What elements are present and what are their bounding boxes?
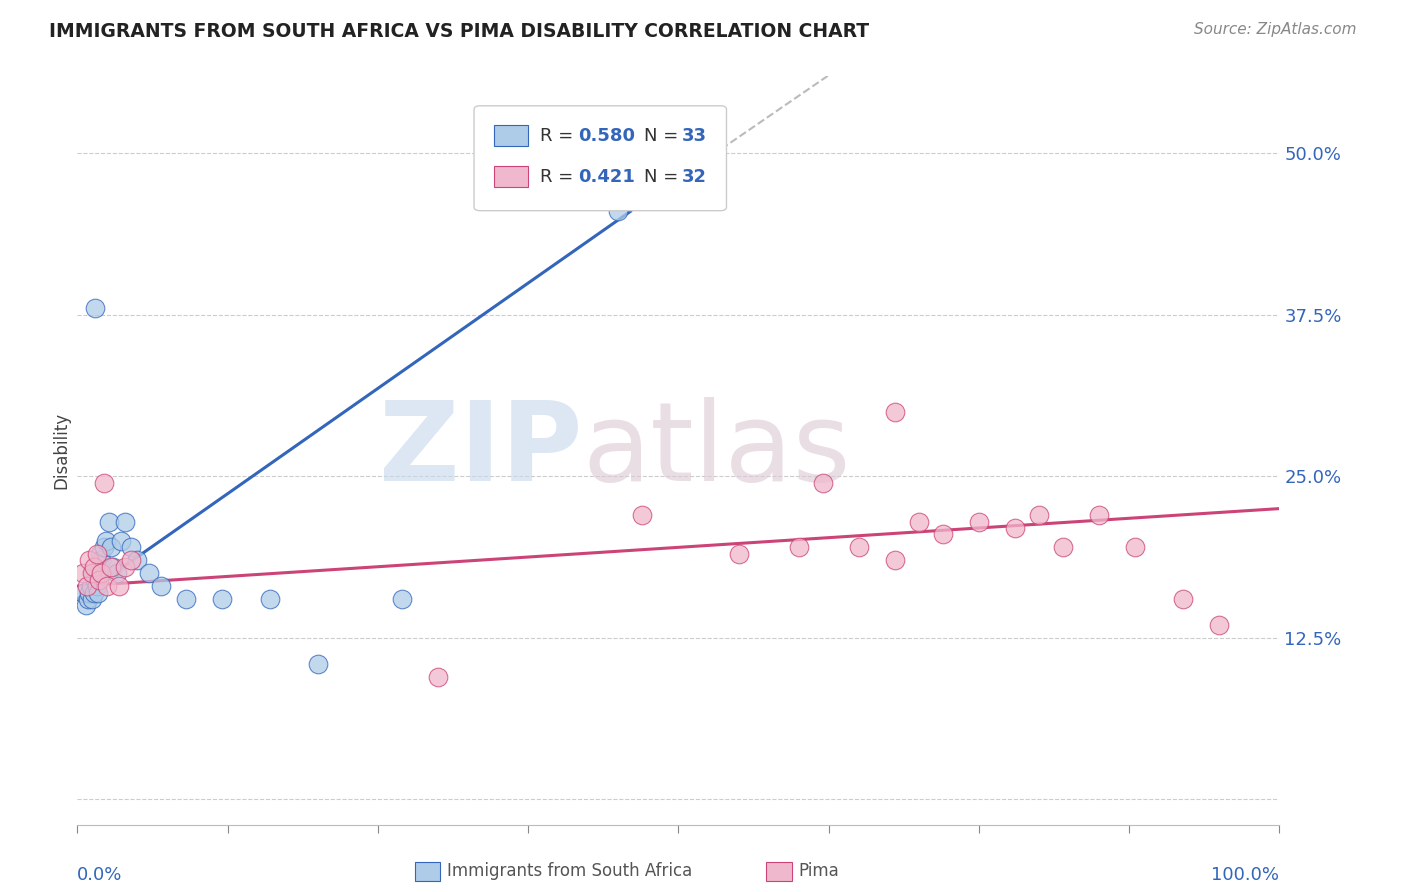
Text: 33: 33 <box>682 127 707 145</box>
Point <box>82 566 104 581</box>
Point <box>150 579 173 593</box>
Point <box>1028 508 1050 522</box>
Point <box>90 553 112 567</box>
Point <box>120 553 142 567</box>
Point <box>259 592 281 607</box>
Point <box>114 515 136 529</box>
Point <box>631 508 654 522</box>
Point <box>127 553 149 567</box>
Point <box>84 301 107 316</box>
Point <box>108 579 131 593</box>
Point <box>76 579 98 593</box>
Point <box>80 592 103 607</box>
Point <box>83 559 105 574</box>
Point <box>97 515 120 529</box>
Point <box>967 515 990 529</box>
Point <box>811 475 834 490</box>
Point <box>908 515 931 529</box>
Text: R =: R = <box>540 168 579 186</box>
Point <box>79 553 101 567</box>
Point <box>87 573 110 587</box>
Point <box>89 547 111 561</box>
Text: atlas: atlas <box>582 397 851 504</box>
Point <box>883 405 905 419</box>
Point <box>211 592 233 607</box>
Point <box>96 579 118 593</box>
Point <box>83 585 105 599</box>
Point <box>120 541 142 555</box>
Point <box>174 592 197 607</box>
Point <box>1173 592 1195 607</box>
Point <box>391 592 413 607</box>
Text: IMMIGRANTS FROM SOUTH AFRICA VS PIMA DISABILITY CORRELATION CHART: IMMIGRANTS FROM SOUTH AFRICA VS PIMA DIS… <box>49 22 869 41</box>
FancyBboxPatch shape <box>474 106 727 211</box>
Point <box>86 579 108 593</box>
Text: Source: ZipAtlas.com: Source: ZipAtlas.com <box>1194 22 1357 37</box>
Point <box>138 566 160 581</box>
Point <box>1052 541 1074 555</box>
Point <box>1208 618 1230 632</box>
Point <box>93 475 115 490</box>
Point <box>96 533 118 548</box>
Text: Pima: Pima <box>799 863 839 880</box>
FancyBboxPatch shape <box>495 167 529 187</box>
Point <box>114 559 136 574</box>
Text: 0.0%: 0.0% <box>77 866 122 884</box>
Point <box>427 669 450 683</box>
FancyBboxPatch shape <box>495 125 529 146</box>
Point <box>72 585 94 599</box>
Point <box>883 553 905 567</box>
Point <box>100 559 122 574</box>
Point <box>787 541 810 555</box>
Point <box>307 657 329 671</box>
Text: Immigrants from South Africa: Immigrants from South Africa <box>447 863 692 880</box>
Text: R =: R = <box>540 127 579 145</box>
Point <box>87 566 110 581</box>
Point <box>105 566 128 581</box>
Point <box>79 585 101 599</box>
Point <box>848 541 870 555</box>
Point <box>84 573 107 587</box>
Text: 0.421: 0.421 <box>579 168 636 186</box>
Point <box>93 541 115 555</box>
Y-axis label: Disability: Disability <box>52 412 70 489</box>
Point <box>86 547 108 561</box>
Point <box>607 204 630 219</box>
Point <box>1123 541 1146 555</box>
Point <box>110 533 132 548</box>
Point <box>75 599 97 613</box>
Text: 32: 32 <box>682 168 707 186</box>
Point <box>103 559 125 574</box>
Point <box>100 541 122 555</box>
Text: ZIP: ZIP <box>378 397 582 504</box>
Point <box>1088 508 1111 522</box>
Point <box>80 566 103 581</box>
Text: N =: N = <box>644 127 683 145</box>
Point <box>77 592 100 607</box>
Text: 100.0%: 100.0% <box>1212 866 1279 884</box>
Point <box>72 566 94 581</box>
Point <box>932 527 955 541</box>
Point <box>87 585 110 599</box>
Point <box>727 547 749 561</box>
Point <box>90 566 112 581</box>
Point <box>79 579 101 593</box>
Text: 0.580: 0.580 <box>579 127 636 145</box>
Text: N =: N = <box>644 168 683 186</box>
Point <box>1004 521 1026 535</box>
